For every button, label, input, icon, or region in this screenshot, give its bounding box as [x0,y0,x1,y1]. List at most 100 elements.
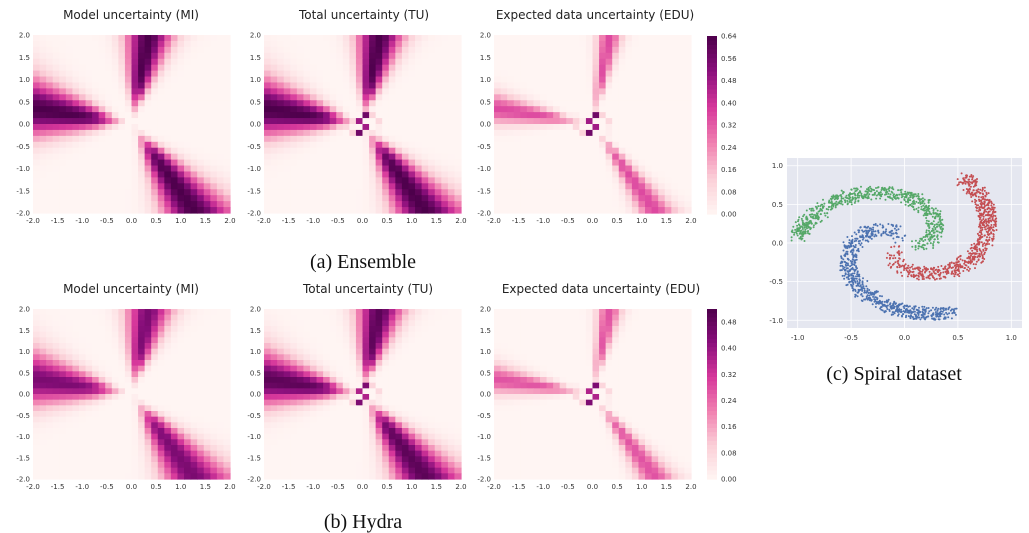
heatmap-cell [157,416,165,423]
heatmap-cell [658,82,666,89]
heatmap-cell [375,388,383,395]
heatmap-cell [52,382,60,389]
heatmap-cell [316,411,324,418]
heatmap-cell [434,124,442,131]
heatmap-cell [203,314,211,321]
heatmap-cell [264,76,272,84]
heatmap-cell [329,422,337,429]
heatmap-cell [342,394,350,401]
heatmap-cell [59,382,67,389]
heatmap-cell [296,46,304,54]
heatmap-cell [46,195,54,202]
heatmap-cell [270,354,278,361]
heatmap-cell [395,433,403,440]
heatmap-cell [138,70,146,78]
heatmap-cell [184,135,192,143]
heatmap-cell [197,326,205,333]
y-tick-label: -1.0 [247,165,261,173]
heatmap-cell [415,177,423,184]
heatmap-cell [507,159,515,167]
heatmap-cell [131,147,139,155]
heatmap-cell [342,377,350,384]
heatmap-cell [177,106,185,113]
heatmap-cell [546,189,554,196]
heatmap-cell [203,326,211,333]
heatmap-cell [355,35,364,42]
heatmap-cell [316,46,324,54]
heatmap-cell [210,382,218,389]
heatmap-cell [546,360,554,367]
heatmap-cell [177,394,185,401]
heatmap-cell [72,343,80,350]
heatmap-cell [264,456,272,463]
heatmap-cell [336,165,344,173]
heatmap-cell [151,76,159,84]
heatmap-cell [559,100,567,107]
heatmap-cell [533,147,541,155]
heatmap-cell [184,450,192,457]
heatmap-cell [329,360,337,367]
heatmap-cell [323,348,331,355]
heatmap-cell [559,189,567,196]
heatmap-cell [277,88,285,95]
heatmap-cell [585,118,594,125]
heatmap-cell [677,58,686,66]
heatmap-cell [526,46,534,54]
heatmap-cell [277,135,285,143]
heatmap-cell [494,189,502,196]
heatmap-cell [585,135,594,143]
heatmap-cell [585,82,594,89]
heatmap-cell [264,40,272,48]
heatmap-cell [500,183,508,190]
heatmap-cell [454,165,462,173]
heatmap-cell [270,331,278,338]
heatmap-cell [303,314,311,321]
heatmap-cell [131,377,139,384]
heatmap-cell [382,337,390,344]
heatmap-cell [500,343,508,350]
heatmap-cell [664,100,672,107]
heatmap-cell [177,159,185,167]
heatmap-cell [375,58,383,66]
heatmap-cell [434,112,442,119]
heatmap-cell [566,371,574,378]
heatmap-cell [151,433,159,440]
heatmap-cell [270,195,278,202]
heatmap-cell [428,314,436,321]
heatmap-cell [428,428,436,435]
heatmap-cell [645,337,653,344]
heatmap-cell [223,153,231,161]
heatmap-cell [309,388,318,395]
heatmap-cell [190,124,198,131]
heatmap-cell [401,70,410,78]
heatmap-cell [546,177,554,184]
heatmap-cell [170,411,179,418]
heatmap-cell [494,64,502,72]
heatmap-cell [651,320,659,327]
heatmap-cell [336,106,344,113]
heatmap-cell [612,64,620,72]
heatmap-cell [138,64,146,72]
heatmap-cell [323,314,331,321]
heatmap-cell [164,52,172,60]
heatmap-cell [447,201,456,208]
heatmap-cell [533,165,541,173]
heatmap-cell [428,309,436,316]
heatmap-cell [164,382,172,389]
heatmap-cell [303,433,311,440]
heatmap-cell [500,94,508,101]
heatmap-cell [421,371,429,378]
heatmap-cell [434,88,442,95]
heatmap-cell [651,147,659,155]
heatmap-cell [539,354,548,361]
heatmap-cell [526,153,534,161]
heatmap-cell [270,433,278,440]
heatmap-cell [197,365,205,372]
heatmap-cell [566,58,574,66]
heatmap-cell [138,337,146,344]
x-tick-label: 0.5 [382,483,393,491]
x-tick-label: 0.5 [612,217,623,225]
heatmap-cell [184,82,192,89]
heatmap-cell [388,354,396,361]
heatmap-cell [92,64,100,72]
